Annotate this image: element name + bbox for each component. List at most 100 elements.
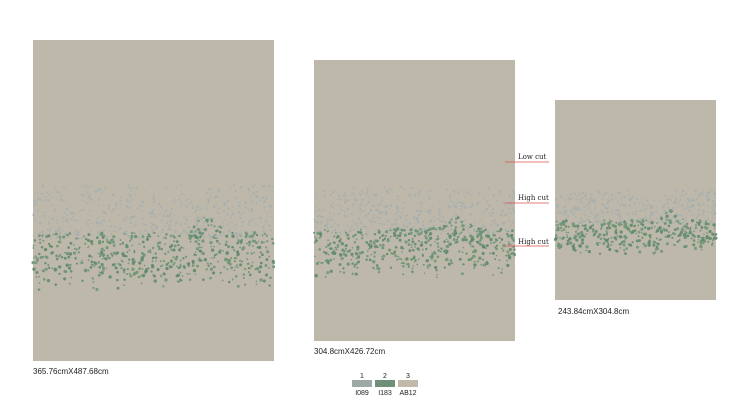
speckle <box>233 269 236 272</box>
swatch-code: AB12 <box>399 390 416 397</box>
speckle <box>151 232 154 234</box>
speckle <box>106 240 110 244</box>
speckle <box>237 239 240 242</box>
speckle <box>504 214 506 216</box>
speckle <box>584 226 587 229</box>
speckle <box>494 258 497 261</box>
speckle <box>465 190 468 193</box>
speckle <box>365 192 369 195</box>
speckle <box>499 241 501 244</box>
speckle <box>352 256 354 258</box>
speckle <box>372 205 374 207</box>
speckle <box>67 246 71 249</box>
speckle <box>697 202 699 204</box>
speckle <box>507 207 511 210</box>
speckle <box>494 238 497 240</box>
speckle <box>361 222 363 225</box>
speckle <box>422 263 425 266</box>
speckle <box>31 260 35 265</box>
speckle <box>65 208 69 211</box>
speckle <box>426 266 429 269</box>
speckle <box>52 233 55 236</box>
speckle <box>648 239 651 243</box>
speckle <box>352 234 355 238</box>
speckle <box>124 255 128 258</box>
speckle <box>396 207 399 211</box>
speckle <box>175 274 179 278</box>
speckle <box>123 278 126 281</box>
speckle <box>251 245 254 248</box>
speckle <box>227 245 231 249</box>
speckle <box>247 271 250 273</box>
speckle <box>697 234 701 238</box>
speckle <box>476 204 479 206</box>
speckle <box>667 224 671 228</box>
speckle <box>488 189 490 191</box>
speckle <box>152 196 154 198</box>
swatch-number: 1 <box>360 373 364 380</box>
speckle <box>102 205 104 207</box>
speckle <box>138 261 142 265</box>
speckle <box>444 225 447 228</box>
speckle <box>117 262 120 265</box>
speckle <box>429 244 432 247</box>
speckle <box>216 236 219 238</box>
speckle <box>83 235 86 237</box>
speckle <box>579 221 582 224</box>
speckle <box>239 259 242 262</box>
speckle <box>407 262 410 266</box>
speckle <box>207 199 210 202</box>
speckle <box>41 234 44 237</box>
speckle <box>210 218 213 221</box>
speckle <box>115 204 118 207</box>
speckle <box>324 276 327 278</box>
speckle <box>72 251 77 255</box>
speckle <box>492 241 495 244</box>
speckle <box>609 201 611 203</box>
speckle <box>698 220 702 223</box>
speckle <box>269 210 272 213</box>
speckle <box>592 221 595 224</box>
speckle <box>460 211 463 213</box>
speckle <box>433 259 437 263</box>
speckle <box>194 210 197 213</box>
speckle <box>360 237 364 240</box>
speckle <box>691 214 694 217</box>
speckle <box>714 236 718 240</box>
speckle <box>697 203 700 206</box>
speckle <box>173 244 177 248</box>
speckle <box>102 255 105 258</box>
speckle <box>50 245 53 248</box>
speckle <box>712 223 716 227</box>
speckle <box>587 250 591 254</box>
speckle <box>429 209 432 212</box>
speckle <box>591 224 594 227</box>
speckle <box>211 248 215 252</box>
speckle <box>244 231 248 235</box>
speckle <box>58 226 61 230</box>
speckle <box>396 237 399 240</box>
speckle <box>180 201 182 204</box>
speckle <box>218 242 221 245</box>
speckle <box>76 193 78 195</box>
speckle <box>318 236 321 239</box>
speckle <box>170 248 173 251</box>
speckle <box>253 239 257 243</box>
speckle <box>54 210 56 213</box>
speckle <box>74 258 76 260</box>
speckle <box>636 219 639 223</box>
speckle <box>602 233 606 237</box>
speckle <box>87 233 91 236</box>
speckle <box>338 212 341 215</box>
speckle <box>53 208 57 211</box>
speckle <box>436 273 439 276</box>
speckle <box>439 216 441 218</box>
speckle <box>41 185 44 188</box>
speckle <box>153 215 156 218</box>
speckle <box>650 212 654 216</box>
speckle <box>679 220 681 222</box>
speckle <box>142 205 145 208</box>
speckle <box>393 222 396 225</box>
speckle <box>374 245 378 249</box>
speckle <box>80 261 84 265</box>
